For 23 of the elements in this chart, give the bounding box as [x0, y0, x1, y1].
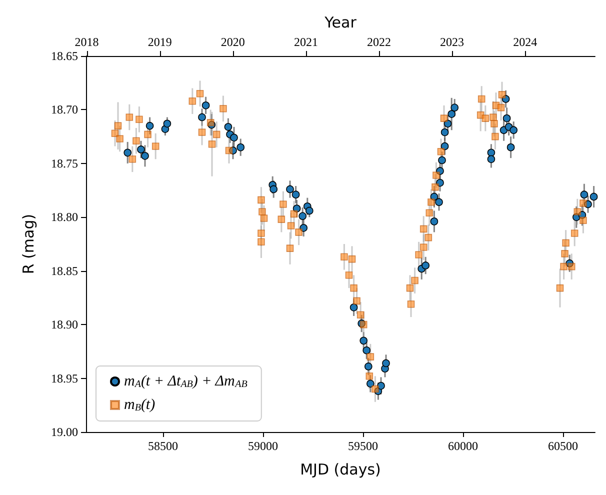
- y-tick-label: 18.75: [51, 156, 78, 170]
- y-tick-label: 18.65: [51, 49, 78, 63]
- x2-tick-label: 2022: [366, 35, 391, 49]
- x-tick-label: 58500: [148, 439, 178, 453]
- x-tick-label: 60000: [448, 439, 478, 453]
- y-axis-title: R (mag): [20, 214, 38, 274]
- x2-tick-label: 2024: [513, 35, 538, 49]
- y-tick-label: 18.70: [51, 102, 78, 117]
- x-tick-label: 59500: [348, 439, 378, 453]
- x-tick-label: 60500: [548, 439, 578, 453]
- x2-tick-label: 2018: [74, 35, 99, 49]
- y-tick-label: 18.95: [51, 371, 78, 386]
- x2-tick-label: 2020: [220, 35, 245, 49]
- x-tick-label: 59000: [248, 439, 278, 453]
- x2-axis-title: Year: [324, 14, 358, 32]
- x2-tick-label: 2023: [440, 35, 464, 49]
- y-tick-label: 18.85: [51, 264, 78, 278]
- x2-tick-label: 2021: [294, 35, 318, 49]
- x2-tick-label: 2019: [148, 35, 172, 49]
- y-tick-label: 18.80: [51, 210, 78, 224]
- y-tick-label: 19.00: [51, 425, 78, 439]
- x-axis-title: MJD (days): [300, 460, 381, 478]
- y-tick-label: 18.90: [51, 318, 78, 332]
